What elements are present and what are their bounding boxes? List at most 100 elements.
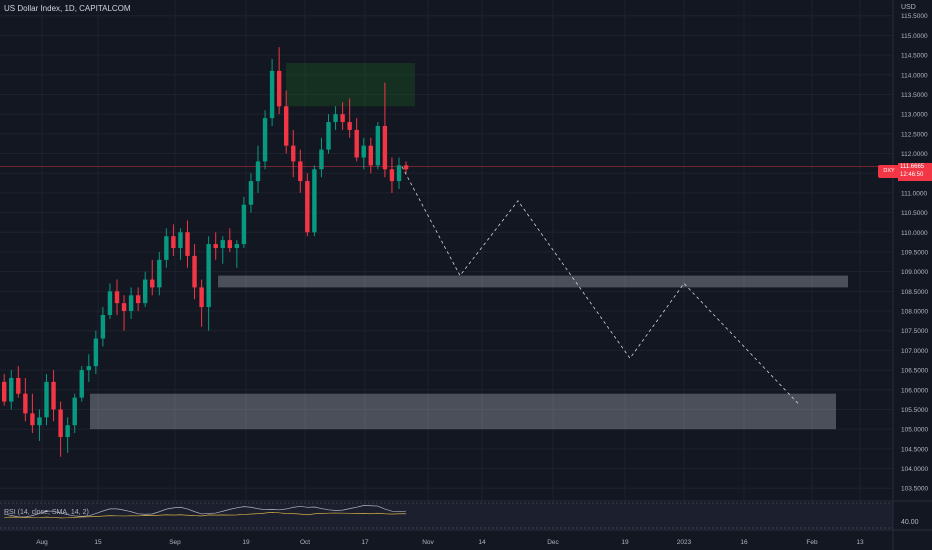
candle: [382, 82, 388, 178]
candle: [255, 145, 261, 193]
candle-body: [164, 236, 169, 260]
candle: [347, 98, 352, 138]
y-tick-label: 108.5000: [901, 289, 928, 296]
candle: [100, 307, 106, 347]
candle-body: [30, 413, 35, 426]
candle: [37, 409, 42, 441]
chart-title: US Dollar Index, 1D, CAPITALCOM: [4, 4, 131, 13]
candle-body: [403, 165, 409, 170]
bar-countdown: 12:46:50: [900, 172, 924, 178]
candle-body: [157, 259, 162, 288]
y-tick-label: 110.5000: [901, 210, 928, 217]
candle: [93, 330, 99, 375]
candle-body: [340, 114, 345, 123]
candle-body: [107, 291, 113, 315]
symbol-price-tag: DXY: [878, 165, 900, 178]
candle: [9, 370, 14, 410]
candle: [58, 401, 63, 457]
candle-body: [121, 303, 127, 312]
x-tick-label: 16: [740, 539, 748, 546]
candle-body: [276, 70, 282, 107]
candle: [241, 196, 247, 249]
candle-body: [135, 295, 141, 304]
candle: [79, 366, 84, 402]
candle: [135, 287, 141, 312]
candle-body: [220, 240, 225, 249]
candle: [171, 224, 176, 256]
candle: [284, 90, 289, 154]
y-tick-label: 103.5000: [901, 486, 928, 493]
candle: [157, 251, 162, 296]
candle: [368, 137, 373, 174]
candle-body: [241, 204, 247, 245]
candle: [16, 366, 21, 398]
candle: [276, 47, 282, 115]
candle: [143, 271, 148, 308]
candle: [333, 106, 338, 130]
candle-body: [128, 295, 134, 312]
candle: [389, 157, 395, 193]
candle-body: [51, 381, 56, 410]
candle: [234, 240, 240, 268]
candle-body: [347, 122, 352, 130]
candle-body: [262, 118, 268, 162]
candle-body: [354, 129, 359, 158]
candle-body: [23, 393, 28, 414]
rsi-line: [4, 505, 407, 518]
x-tick-label: 19: [621, 539, 629, 546]
candle-body: [291, 145, 296, 162]
candle: [128, 287, 134, 319]
candle-body: [333, 114, 338, 123]
candle-body: [143, 279, 148, 304]
x-tick-label: Aug: [36, 539, 48, 546]
candle: [185, 220, 190, 268]
rsi-ma-line: [4, 512, 407, 519]
candle-body: [72, 397, 77, 426]
candle: [51, 370, 56, 422]
support-zone: [90, 393, 836, 430]
candle: [114, 279, 120, 315]
candle-body: [114, 291, 120, 304]
candle-body: [368, 145, 373, 166]
candle: [44, 374, 49, 426]
candle-body: [248, 181, 254, 205]
y-tick-label: 109.0000: [901, 269, 928, 276]
candle-body: [375, 125, 381, 166]
rsi-indicator-label[interactable]: RSI (14, close, SMA, 14, 2): [4, 509, 89, 516]
y-tick-label: 114.5000: [901, 53, 928, 60]
y-tick-label: 108.0000: [901, 309, 928, 316]
candle-body: [396, 165, 402, 182]
candle: [72, 393, 77, 434]
candle-body: [16, 377, 21, 394]
x-tick-label: Dec: [547, 539, 559, 546]
candle: [396, 157, 402, 189]
y-tick-label: 109.5000: [901, 249, 928, 256]
y-tick-label: 114.0000: [901, 72, 928, 79]
x-tick-label: Oct: [300, 539, 310, 546]
x-tick-label: 19: [242, 539, 250, 546]
candle: [220, 236, 225, 264]
x-tick-label: 14: [478, 539, 486, 546]
y-tick-label: 112.5000: [901, 131, 928, 138]
candle-body: [192, 255, 197, 288]
candle-body: [37, 417, 42, 426]
y-tick-label: 115.5000: [901, 13, 928, 20]
candle: [178, 228, 183, 260]
y-tick-label: 113.0000: [901, 112, 928, 119]
candle: [23, 377, 28, 422]
x-tick-label: Sep: [169, 539, 181, 546]
candle-body: [234, 244, 240, 249]
candle-body: [199, 287, 204, 308]
candle-body: [312, 169, 317, 233]
candle: [291, 129, 296, 178]
candle-body: [9, 377, 14, 402]
candle-body: [65, 425, 70, 438]
candle-body: [100, 314, 106, 339]
x-tick-label: Feb: [806, 539, 818, 546]
y-tick-label: 104.5000: [901, 446, 928, 453]
current-price-value: 111.6665: [900, 164, 925, 170]
y-tick-label: 112.0000: [901, 151, 928, 158]
candle-body: [319, 149, 324, 170]
rsi-panel: [0, 503, 893, 529]
